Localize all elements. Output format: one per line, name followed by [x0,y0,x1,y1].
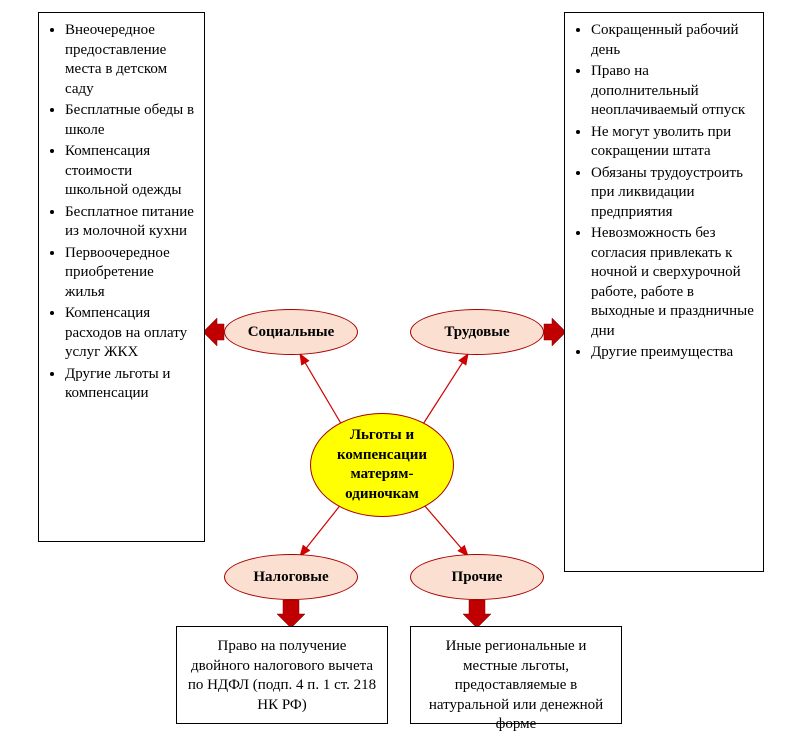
labor-item: Сокращенный рабочий день [591,21,755,60]
labor-item: Право на дополнительный неоплачиваемый о… [591,62,755,121]
other-category-node: Прочие [410,554,544,600]
social-item: Бесплатные обеды в школе [65,101,196,140]
tax-details-box: Право на получение двойного налогового в… [176,626,388,724]
labor-label: Трудовые [444,324,509,341]
center-label: Льготы икомпенсацииматерям-одиночкам [337,426,427,504]
labor-item: Обязаны трудоустроить при ликвидации пре… [591,164,755,223]
social-category-node: Социальные [224,309,358,355]
tax-category-node: Налоговые [224,554,358,600]
labor-item: Не могут уволить при сокращении штата [591,123,755,162]
social-item: Компенсация стоимости школьной одежды [65,142,196,201]
social-item: Первоочередное приобретение жилья [65,244,196,303]
social-item: Бесплатное питание из молочной кухни [65,203,196,242]
social-list: Внеочередное предоставление места в детс… [49,21,196,404]
labor-details-box: Сокращенный рабочий деньПраво на дополни… [564,12,764,572]
tax-text: Право на получение двойного налогового в… [188,638,376,713]
social-item: Внеочередное предоставление места в детс… [65,21,196,99]
labor-item: Другие преимущества [591,343,755,363]
tax-label: Налоговые [253,569,328,586]
other-label: Прочие [452,569,503,586]
other-details-box: Иные региональные и местные льготы, пред… [410,626,622,724]
labor-item: Невозможность без согласия привлекать к … [591,224,755,341]
other-text: Иные региональные и местные льготы, пред… [429,638,603,732]
labor-list: Сокращенный рабочий деньПраво на дополни… [575,21,755,363]
social-item: Другие льготы и компенсации [65,365,196,404]
social-label: Социальные [248,324,335,341]
social-details-box: Внеочередное предоставление места в детс… [38,12,205,542]
social-item: Компенсация расходов на оплату услуг ЖКХ [65,304,196,363]
labor-category-node: Трудовые [410,309,544,355]
center-node: Льготы икомпенсацииматерям-одиночкам [310,413,454,517]
